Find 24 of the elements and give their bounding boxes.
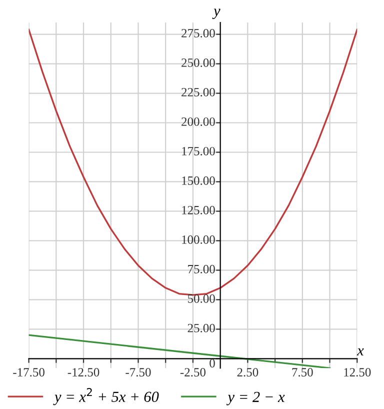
y-tick-label: 0 [210, 359, 215, 368]
x-tick-label: -2.50 [180, 368, 206, 377]
y-tick-label: 175.00 [182, 146, 215, 156]
x-tick-label: 2.50 [237, 368, 258, 377]
y-tick-label: 225.00 [182, 88, 215, 96]
x-tick-label: -7.50 [126, 368, 151, 377]
y-tick-label: 50.00 [188, 294, 215, 303]
y-tick-label: 100.00 [182, 235, 215, 244]
x-tick-label: 7.50 [292, 368, 313, 377]
x-tick-label: -12.50 [68, 368, 100, 377]
y-tick-label: 250.00 [182, 58, 215, 67]
y-tick-label: 200.00 [182, 117, 215, 126]
legend-label: y = 2 − x [226, 392, 285, 406]
y-tick-label: 75.00 [188, 264, 215, 274]
y-tick-label: 25.00 [188, 324, 215, 332]
x-tick-label: 12.50 [344, 368, 371, 377]
x-axis-title: x [356, 348, 364, 356]
y-tick-label: 150.00 [182, 176, 215, 185]
x-tick-label: -17.50 [13, 368, 44, 377]
line-series [28, 28, 358, 296]
y-tick-label: 275.00 [182, 28, 215, 38]
y-tick-label: 125.00 [182, 206, 215, 214]
legend-label: y = x$^{2}$ + 5x + 60 [53, 388, 159, 406]
y-axis-title: y [212, 8, 220, 20]
